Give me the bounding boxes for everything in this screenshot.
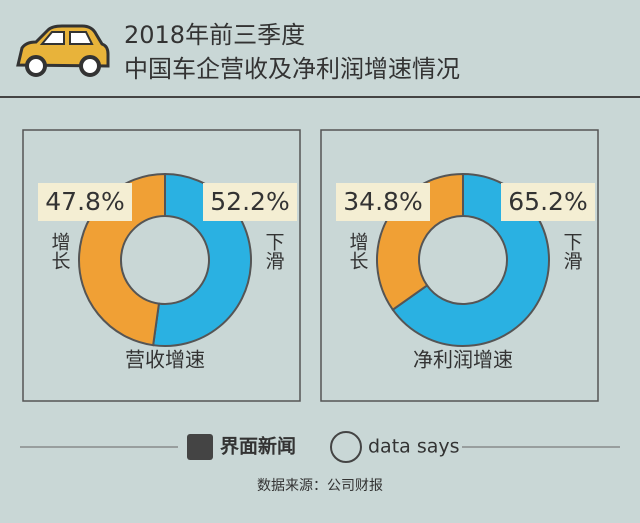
value-label-box [203, 183, 297, 221]
value-label: 65.2% [508, 187, 587, 216]
brand2-icon [330, 431, 362, 463]
panel [22, 129, 301, 402]
brand2: data says [368, 436, 460, 458]
value-label-box [38, 183, 132, 221]
title: 2018年前三季度 [124, 21, 305, 49]
chart-title: 净利润增速 [413, 348, 513, 372]
subtitle: 中国车企营收及净利润增速情况 [124, 55, 460, 83]
value-label-box [501, 183, 595, 221]
category-label: 下滑 [263, 232, 285, 270]
category-label: 增长 [347, 232, 369, 270]
value-label: 52.2% [210, 187, 289, 216]
category-label: 下滑 [561, 232, 583, 270]
chart-title: 营收增速 [125, 348, 205, 372]
value-label-box [336, 183, 430, 221]
category-label: 增长 [49, 232, 71, 270]
brand: 界面新闻 [220, 435, 296, 458]
value-label: 47.8% [45, 187, 124, 216]
panel [320, 129, 599, 402]
source: 数据来源：公司财报 [257, 478, 383, 494]
brand-icon [187, 434, 213, 460]
car-icon [16, 24, 110, 77]
value-label: 34.8% [343, 187, 422, 216]
